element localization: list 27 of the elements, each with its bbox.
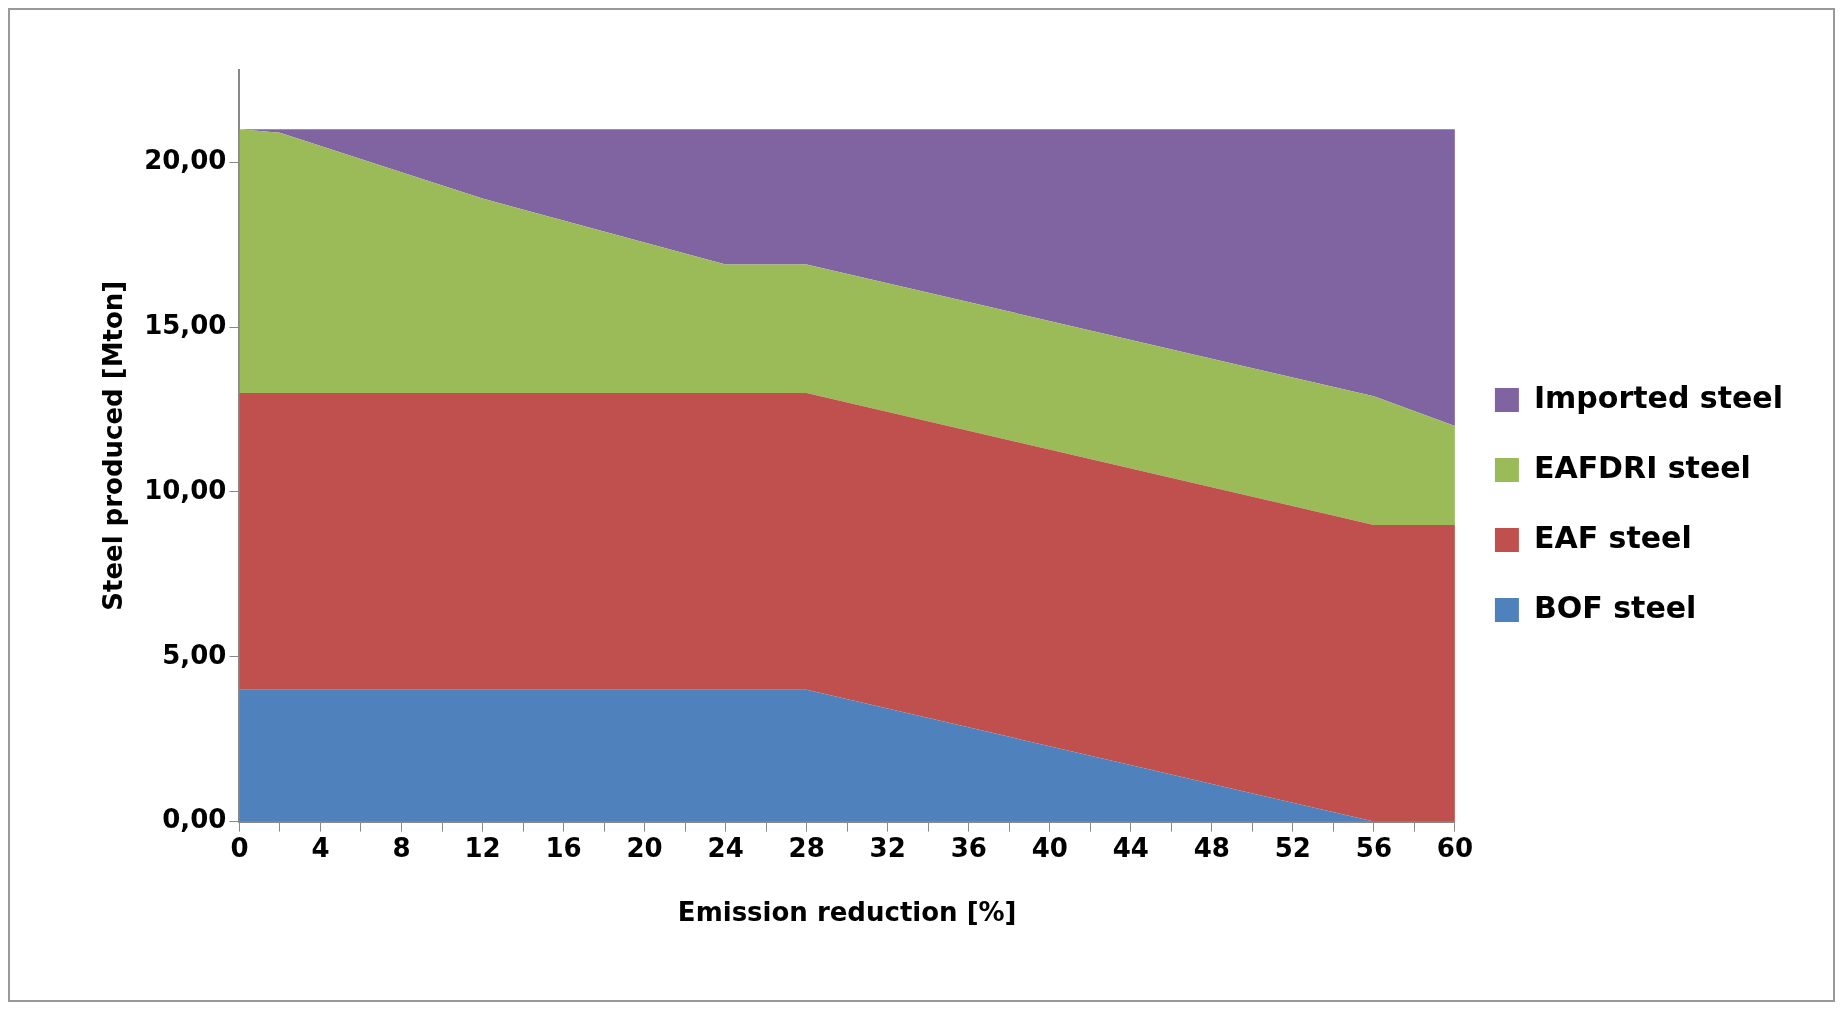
- x-tick-label: 56: [1355, 832, 1392, 863]
- x-tick-label: 12: [464, 832, 501, 863]
- x-tick-label: 4: [311, 832, 330, 863]
- y-tick-label: 20,00: [144, 145, 227, 176]
- legend-label: EAFDRI steel: [1533, 449, 1751, 485]
- x-tick-label: 52: [1274, 832, 1311, 863]
- x-tick-label: 48: [1193, 832, 1230, 863]
- x-axis-title: Emission reduction [%]: [677, 897, 1017, 928]
- x-tick-label: 0: [230, 832, 249, 863]
- x-tick-label: 28: [788, 832, 825, 863]
- legend-label: BOF steel: [1533, 589, 1697, 625]
- x-tick-label: 60: [1436, 832, 1474, 863]
- x-tick-label: 40: [1031, 832, 1068, 863]
- x-tick-label: 32: [869, 832, 906, 863]
- y-tick-label: 15,00: [144, 309, 227, 340]
- x-tick-label: 20: [626, 832, 663, 863]
- y-tick-label: 0,00: [162, 804, 227, 835]
- x-tick-label: 24: [707, 832, 744, 863]
- x-tick-label: 16: [545, 832, 582, 863]
- x-tick-label: 8: [392, 832, 411, 863]
- y-axis-title: Steel produced [Mton]: [98, 280, 129, 611]
- legend-label: EAF steel: [1533, 519, 1692, 555]
- y-tick-label: 5,00: [162, 639, 227, 670]
- x-tick-label: 44: [1112, 832, 1149, 863]
- x-tick-label: 36: [950, 832, 987, 863]
- y-tick-label: 10,00: [144, 474, 227, 505]
- legend-label: Imported steel: [1533, 379, 1784, 415]
